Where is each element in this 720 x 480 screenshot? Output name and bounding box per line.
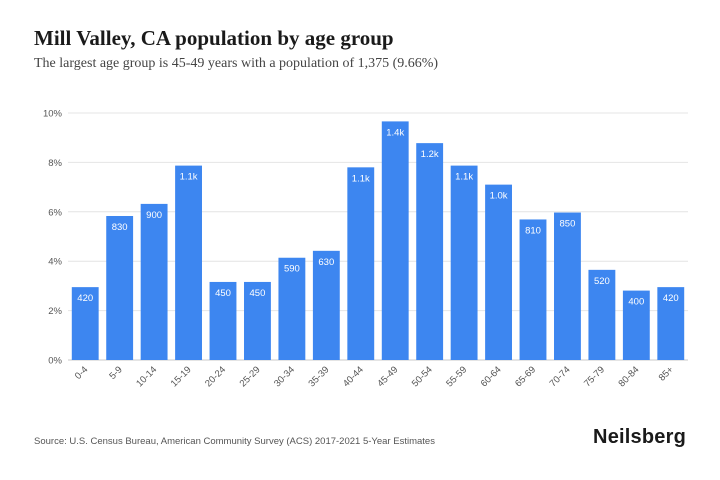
data-label: 1.0k — [490, 191, 508, 202]
x-tick-label: 80-84 — [616, 364, 641, 389]
y-tick-label: 2% — [48, 306, 62, 317]
y-tick-label: 8% — [48, 158, 62, 169]
x-tick-label: 10-14 — [134, 364, 159, 389]
x-tick-label: 45-49 — [375, 364, 400, 389]
bar-45-49 — [381, 121, 409, 360]
data-label: 420 — [77, 293, 93, 304]
data-label: 420 — [663, 293, 679, 304]
bar-75-79 — [588, 269, 616, 360]
bar-85+ — [657, 287, 685, 360]
bar-55-59 — [450, 165, 478, 360]
brand-logo: Neilsberg — [593, 426, 686, 448]
x-tick-label: 50-54 — [410, 364, 435, 389]
bar-35-39 — [312, 250, 340, 360]
bar-15-19 — [175, 165, 202, 360]
chart-subtitle: The largest age group is 45-49 years wit… — [34, 56, 439, 71]
y-tick-label: 4% — [48, 257, 62, 268]
bar-0-4 — [71, 287, 99, 360]
bar-5-9 — [106, 215, 134, 360]
data-label: 450 — [215, 288, 231, 299]
y-axis-ticks: 0% 2% 4% 6% 8% 10% — [43, 109, 63, 367]
chart-title: Mill Valley, CA population by age group — [34, 26, 394, 50]
x-tick-label: 25-29 — [238, 364, 263, 389]
bar-30-34 — [278, 257, 306, 360]
data-label: 590 — [284, 264, 300, 275]
x-tick-label: 35-39 — [306, 364, 331, 389]
bar-20-24 — [209, 281, 237, 360]
x-axis-ticks: 0-4 5-9 10-14 15-19 20-24 25-29 30-34 35-39 40-4… — [73, 364, 676, 389]
x-tick-label: 85+ — [657, 364, 676, 383]
x-tick-label: 0-4 — [73, 364, 90, 381]
bar-10-14 — [140, 203, 168, 360]
data-label: 830 — [112, 222, 128, 233]
data-labels: 420 830 900 1.1k 450 450 590 630 1.1k 1.4k 1.2k 1.1… — [77, 127, 678, 307]
bar-50-54 — [416, 143, 444, 360]
bar-40-44 — [347, 167, 375, 360]
y-tick-label: 0% — [48, 356, 62, 367]
x-tick-label: 30-34 — [272, 364, 297, 389]
x-tick-label: 40-44 — [341, 364, 366, 389]
data-label: 1.2k — [421, 149, 439, 160]
data-label: 810 — [525, 225, 541, 236]
data-label: 850 — [560, 219, 576, 230]
x-tick-label: 60-64 — [479, 364, 504, 389]
x-tick-label: 55-59 — [444, 364, 469, 389]
bar-70-74 — [554, 212, 581, 360]
bar-80-84 — [622, 290, 650, 360]
x-tick-label: 70-74 — [548, 364, 573, 389]
data-label: 1.4k — [386, 127, 404, 138]
data-label: 1.1k — [180, 172, 198, 183]
x-tick-label: 65-69 — [513, 364, 538, 389]
bar-60-64 — [485, 184, 512, 360]
data-label: 400 — [628, 297, 644, 308]
x-tick-label: 20-24 — [203, 364, 228, 389]
x-tick-label: 75-79 — [582, 364, 607, 389]
y-tick-label: 10% — [43, 109, 63, 120]
bars — [71, 121, 685, 360]
source-note: Source: U.S. Census Bureau, American Com… — [34, 436, 435, 447]
data-label: 520 — [594, 276, 610, 287]
bar-65-69 — [519, 219, 547, 360]
y-tick-label: 6% — [48, 207, 62, 218]
data-label: 450 — [250, 288, 266, 299]
data-label: 630 — [318, 257, 334, 268]
data-label: 900 — [146, 210, 162, 221]
bar-25-29 — [244, 281, 271, 360]
x-tick-label: 5-9 — [107, 364, 124, 381]
data-label: 1.1k — [352, 173, 370, 184]
x-tick-label: 15-19 — [169, 364, 194, 389]
gridlines — [68, 112, 688, 361]
data-label: 1.1k — [455, 172, 473, 183]
